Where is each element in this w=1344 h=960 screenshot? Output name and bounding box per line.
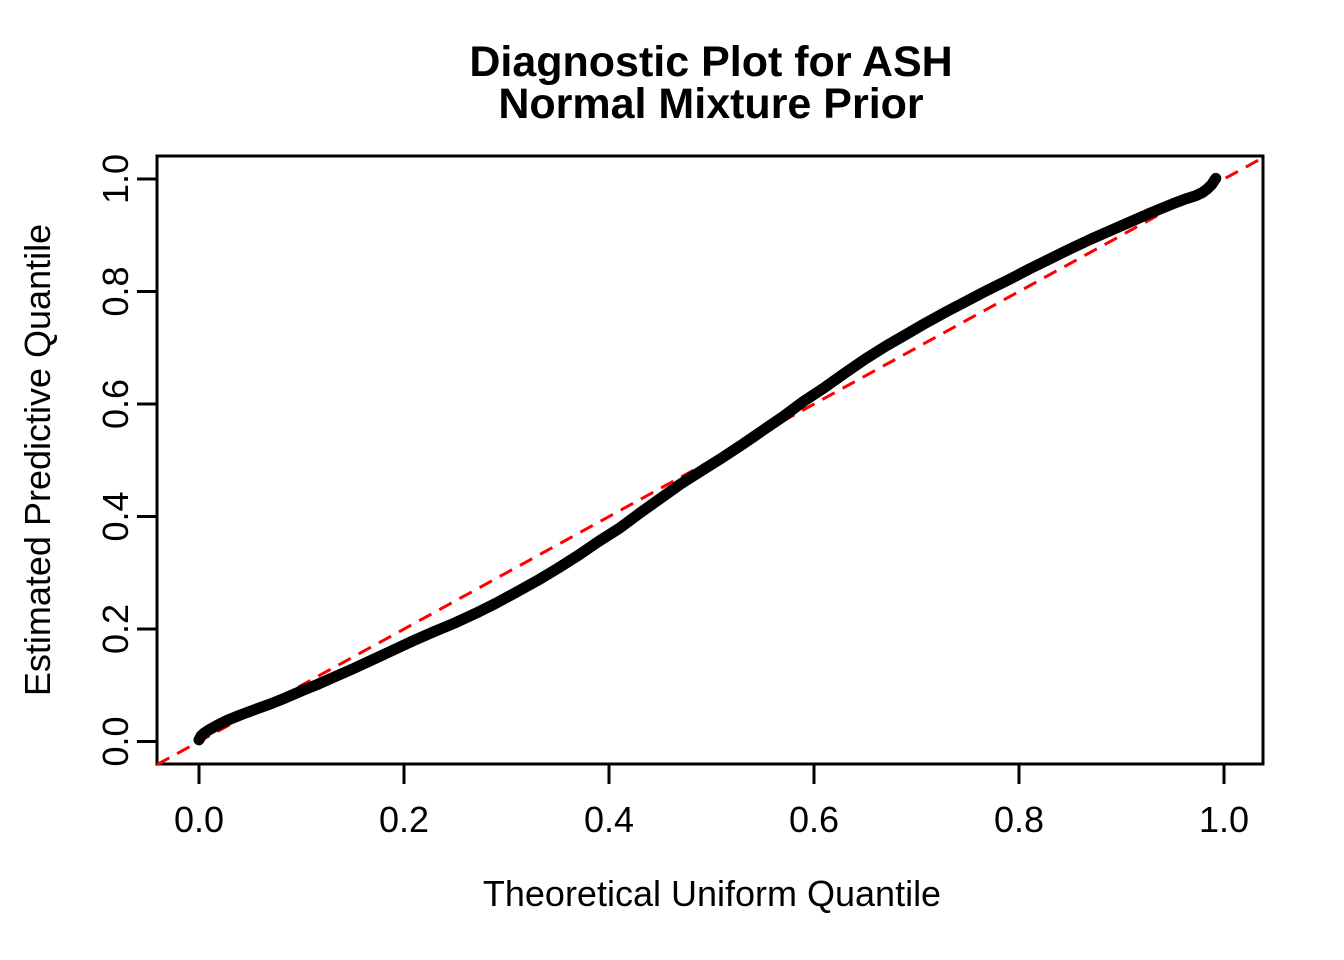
y-tick-label: 0.2 [95, 604, 136, 654]
qq-curve [193, 172, 1222, 746]
x-axis-title: Theoretical Uniform Quantile [483, 873, 941, 914]
y-axis: 0.0 0.2 0.4 0.6 0.8 1.0 [95, 154, 157, 767]
y-tick-label: 0.0 [95, 716, 136, 766]
x-tick-label: 0.8 [994, 799, 1044, 840]
y-tick-label: 0.4 [95, 491, 136, 541]
x-tick-label: 0.4 [584, 799, 634, 840]
plot-title-line1: Diagnostic Plot for ASH [469, 38, 952, 86]
x-tick-label: 0.0 [174, 799, 224, 840]
plot-box-border [155, 154, 1265, 766]
x-axis: 0.0 0.2 0.4 0.6 0.8 1.0 [174, 764, 1249, 840]
x-tick-label: 0.6 [789, 799, 839, 840]
x-tick-label: 0.2 [379, 799, 429, 840]
plot-area [155, 154, 1265, 766]
y-axis-title: Estimated Predictive Quantile [17, 224, 58, 696]
plot-title-line2: Normal Mixture Prior [498, 80, 924, 128]
y-tick-label: 0.8 [95, 266, 136, 316]
x-tick-label: 1.0 [1199, 799, 1249, 840]
y-tick-label: 1.0 [95, 154, 136, 204]
y-tick-label: 0.6 [95, 379, 136, 429]
